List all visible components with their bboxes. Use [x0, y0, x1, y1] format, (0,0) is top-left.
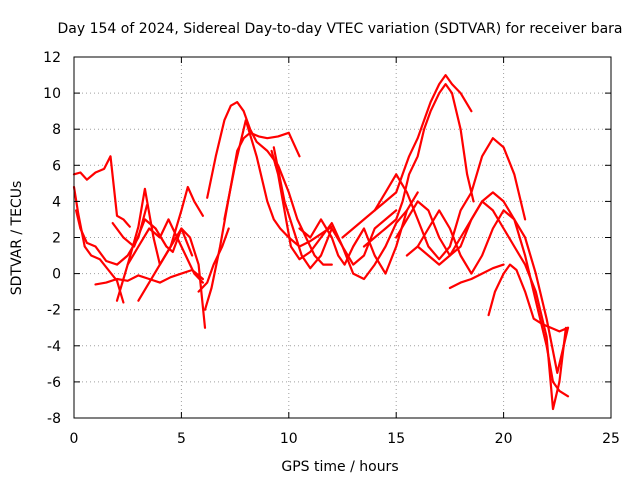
- y-tick-label: 0: [52, 267, 61, 283]
- series-track-11: [223, 119, 333, 248]
- x-tick-label: 15: [387, 431, 405, 447]
- y-tick-label: 8: [52, 122, 61, 138]
- series-track-14: [272, 146, 408, 281]
- series-track-20: [405, 209, 570, 374]
- series-track-1: [72, 155, 131, 228]
- series-track-9: [203, 131, 301, 311]
- x-tick-label: 0: [70, 431, 79, 447]
- y-tick-label: 12: [43, 50, 61, 66]
- series-track-18: [373, 137, 527, 261]
- series-track-12: [197, 227, 230, 293]
- series-track-7: [111, 218, 207, 329]
- y-axis-label: SDTVAR / TECUs: [9, 181, 25, 296]
- x-tick-label: 20: [495, 431, 513, 447]
- series-track-6: [126, 218, 204, 284]
- series-track-8: [137, 227, 194, 302]
- x-axis-label: GPS time / hours: [281, 459, 398, 475]
- series-track-19: [395, 191, 570, 398]
- x-tick-label: 25: [602, 431, 620, 447]
- y-tick-label: 10: [43, 86, 61, 102]
- series-track-16: [341, 74, 473, 239]
- y-tick-label: 6: [52, 158, 61, 174]
- y-tick-label: -2: [47, 303, 61, 319]
- y-tick-label: -6: [47, 375, 61, 391]
- series-track-17: [362, 83, 475, 248]
- series-track-4: [94, 268, 204, 286]
- axis-ticks: 0 5 10 15 20 25 -8 -6 -4 -2 0 2 4 6 8 10 12: [43, 50, 620, 447]
- x-tick-label: 10: [280, 431, 298, 447]
- y-tick-label: -4: [47, 339, 61, 355]
- x-tick-label: 5: [177, 431, 186, 447]
- series-track-10: [206, 101, 333, 266]
- series-track-23: [487, 263, 570, 333]
- series-track-21: [416, 200, 567, 411]
- data-series-layer: [72, 74, 570, 411]
- y-tick-label: -8: [47, 411, 61, 427]
- y-tick-label: 2: [52, 231, 61, 247]
- series-track-22: [448, 263, 505, 290]
- chart-title: Day 154 of 2024, Sidereal Day-to-day VTE…: [57, 21, 622, 37]
- series-track-15: [298, 191, 419, 275]
- y-tick-label: 4: [52, 194, 61, 210]
